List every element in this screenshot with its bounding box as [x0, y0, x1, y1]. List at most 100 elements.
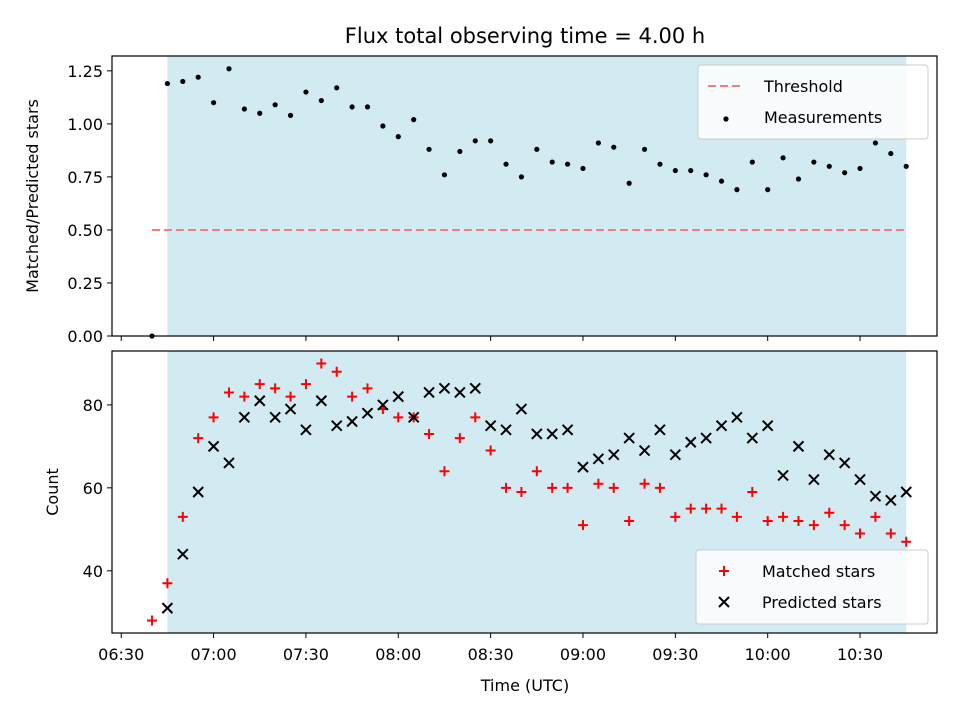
data-point [238, 411, 251, 424]
data-point [361, 407, 374, 419]
data-point [347, 391, 358, 402]
data-point [731, 411, 743, 424]
data-point [470, 412, 481, 423]
data-point [641, 146, 648, 152]
data-point [531, 466, 542, 477]
data-point [778, 511, 789, 522]
data-point [484, 419, 497, 432]
series-predicted-stars [161, 382, 912, 614]
y-tick-label: 1.00 [67, 115, 103, 134]
y-tick-label: 0.25 [67, 274, 103, 293]
data-point [777, 469, 789, 482]
data-point [780, 155, 786, 161]
data-point [761, 419, 774, 432]
data-point [161, 602, 174, 614]
data-point [885, 494, 897, 507]
data-point [564, 161, 571, 167]
x-tick-label: 08:00 [375, 645, 421, 664]
data-point [392, 390, 404, 403]
data-point [241, 106, 247, 112]
data-point [549, 159, 555, 165]
data-point [900, 486, 912, 498]
data-point [223, 457, 235, 469]
data-point [226, 66, 232, 72]
legend-swatch [719, 566, 729, 576]
data-point [423, 386, 435, 399]
data-point [272, 102, 278, 108]
data-point [808, 520, 819, 531]
data-point [639, 478, 650, 489]
data-point [903, 163, 909, 169]
data-point [870, 511, 881, 522]
data-point [426, 146, 432, 152]
data-point [195, 74, 201, 80]
data-point [715, 419, 728, 432]
data-point [257, 110, 263, 116]
data-point [454, 433, 465, 444]
data-point [208, 412, 219, 423]
y-tick-label: 1.25 [67, 62, 103, 81]
data-point [438, 382, 451, 395]
data-point [207, 440, 220, 453]
data-point [749, 159, 755, 165]
data-point [731, 511, 742, 522]
x-tick-label: 07:00 [191, 645, 237, 664]
data-point [162, 578, 173, 589]
data-point [561, 424, 574, 436]
data-point [855, 528, 866, 539]
data-point [316, 358, 327, 369]
data-point [270, 383, 281, 394]
data-point [547, 482, 558, 493]
data-point [718, 178, 725, 184]
data-point [254, 395, 266, 407]
data-point [364, 104, 371, 110]
data-point [580, 165, 586, 172]
data-point [488, 138, 494, 144]
data-point [795, 176, 802, 182]
data-point [180, 78, 186, 85]
y-tick-label: 0.75 [67, 168, 103, 187]
data-point [688, 167, 694, 174]
data-point [685, 503, 696, 514]
y-tick-label: 60 [83, 479, 103, 498]
data-point [223, 387, 234, 398]
legend-label: Predicted stars [762, 593, 882, 612]
data-point [654, 424, 666, 436]
x-tick-label: 06:30 [98, 645, 144, 664]
count-panel: 40 60 80 06:30 07:00 07:30 08:00 08:30 09:00 09:3… [43, 350, 938, 664]
data-point [839, 520, 850, 531]
data-point [623, 432, 635, 444]
y-tick-label: 40 [83, 562, 103, 581]
data-point [500, 424, 512, 436]
x-tick-label: 10:00 [745, 645, 791, 664]
data-point [823, 448, 835, 461]
legend-label: Threshold [763, 77, 843, 96]
plot-frame [111, 55, 938, 337]
y-tick-label: 80 [83, 396, 103, 415]
series-measurements [149, 66, 909, 339]
data-point [303, 89, 309, 95]
legend-box [695, 549, 929, 625]
data-point [669, 448, 682, 461]
data-point [395, 134, 401, 140]
data-point [888, 150, 894, 157]
data-point [346, 415, 358, 428]
data-point [454, 386, 466, 399]
data-point [762, 516, 773, 527]
data-point [300, 379, 311, 390]
y-axis-label: Count [43, 468, 62, 516]
data-point [285, 391, 296, 402]
data-point [469, 382, 481, 395]
data-point [380, 123, 386, 129]
data-point [592, 453, 605, 465]
legend-swatch [718, 596, 730, 608]
data-point [516, 487, 527, 497]
data-point [503, 161, 509, 167]
data-point [331, 366, 342, 377]
data-point [811, 159, 817, 165]
data-point [765, 187, 771, 193]
data-point [362, 383, 373, 394]
data-point [747, 487, 758, 497]
data-point [501, 482, 512, 493]
